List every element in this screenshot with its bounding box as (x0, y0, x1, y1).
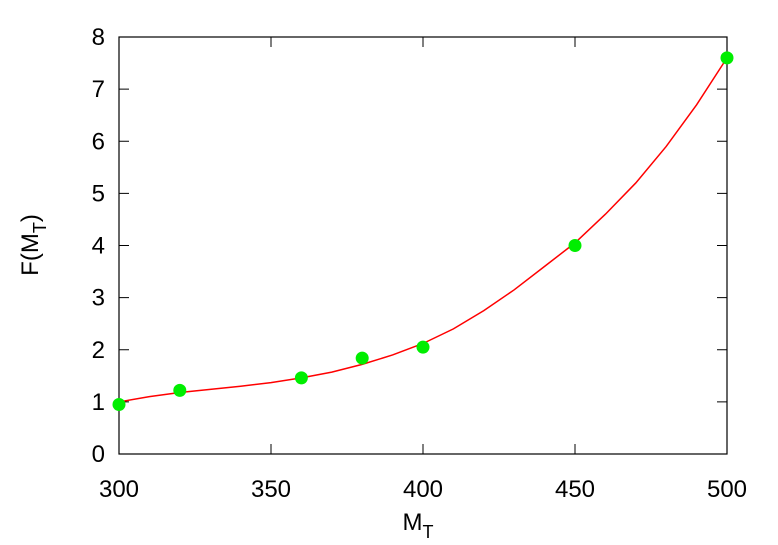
y-tick-label: 8 (92, 24, 105, 51)
x-axis-label: MT (403, 509, 434, 542)
y-label-end: ) (17, 214, 44, 222)
y-tick-label: 3 (92, 285, 105, 312)
plot-frame (118, 36, 728, 455)
x-tick-label: 300 (99, 476, 139, 503)
x-label-sub: T (423, 522, 434, 542)
data-point (173, 383, 187, 397)
y-axis-label: F(MT) (17, 214, 50, 276)
x-tick-label: 400 (403, 476, 443, 503)
y-label-main: F(M (17, 233, 44, 276)
data-point (416, 340, 430, 354)
data-point (355, 351, 369, 365)
x-tick-label: 450 (555, 476, 595, 503)
y-tick-label: 2 (92, 337, 105, 364)
x-label-main: M (403, 509, 423, 536)
y-tick-label: 0 (92, 441, 105, 468)
y-tick-label: 4 (92, 233, 105, 260)
y-tick-label: 6 (92, 128, 105, 155)
y-tick-label: 1 (92, 389, 105, 416)
y-label-sub: T (30, 222, 50, 233)
x-tick-label: 500 (707, 476, 747, 503)
data-point (720, 51, 734, 65)
y-tick-label: 5 (92, 180, 105, 207)
x-tick-label: 350 (251, 476, 291, 503)
data-point (568, 239, 582, 252)
data-point (112, 397, 126, 411)
y-tick-label: 7 (92, 76, 105, 103)
data-point (294, 371, 308, 385)
